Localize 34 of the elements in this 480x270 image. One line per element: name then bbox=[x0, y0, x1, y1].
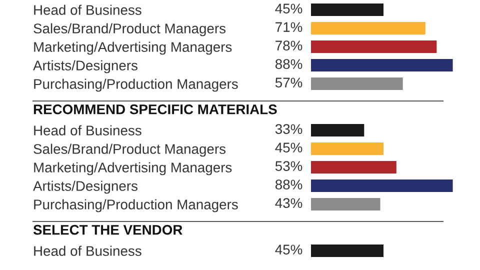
bar bbox=[311, 160, 396, 174]
text: SELECT THE VENDOR bbox=[33, 224, 182, 235]
bar bbox=[311, 3, 384, 16]
data-label: 57% bbox=[275, 78, 302, 88]
data-label: 45% bbox=[275, 4, 302, 14]
y-tick-label: Sales/Brand/Product Managers bbox=[34, 23, 226, 36]
y-tick-label: Sales/Brand/Product Managers bbox=[34, 144, 226, 157]
y-tick-label: Artists/Designers bbox=[33, 60, 138, 74]
y-tick-label: Purchasing/Production Managers bbox=[34, 78, 238, 92]
y-tick-label: Head of Business bbox=[34, 4, 142, 15]
data-label: 88% bbox=[275, 180, 302, 190]
bar bbox=[311, 58, 453, 72]
y-tick-label: Marketing/Advertising Managers bbox=[34, 162, 232, 176]
data-label: 33% bbox=[275, 124, 302, 134]
data-label: 43% bbox=[275, 198, 302, 208]
y-tick-label: Purchasing/Production Managers bbox=[34, 199, 238, 212]
y-tick-label: Artists/Designers bbox=[33, 180, 138, 194]
bar bbox=[311, 77, 403, 90]
data-label: 88% bbox=[275, 59, 302, 69]
text: RECOMMEND SPECIFIC MATERIALS bbox=[34, 104, 277, 114]
bar bbox=[311, 22, 426, 35]
data-label: 71% bbox=[276, 22, 302, 32]
data-label: 78% bbox=[276, 40, 302, 50]
bar bbox=[311, 179, 453, 192]
data-label: 45% bbox=[275, 142, 302, 152]
bar bbox=[311, 124, 364, 137]
bar bbox=[311, 40, 437, 54]
bar bbox=[311, 198, 380, 211]
bar bbox=[311, 142, 384, 156]
y-tick-label: Head of Business bbox=[34, 246, 142, 256]
data-label: 45% bbox=[275, 244, 302, 254]
y-tick-label: Head of Business bbox=[34, 125, 142, 136]
y-tick-label: Marketing/Advertising Managers bbox=[34, 42, 232, 55]
data-label: 53% bbox=[275, 161, 302, 171]
